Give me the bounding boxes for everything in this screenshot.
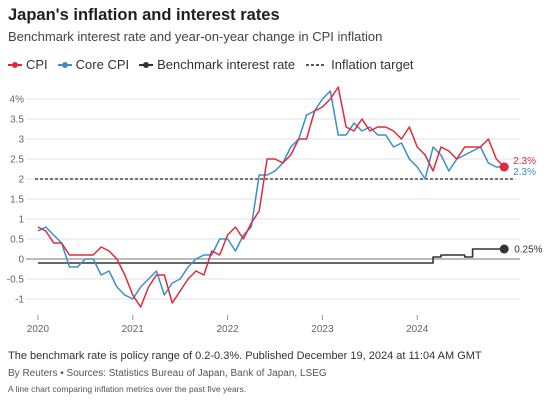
y-tick-label: 3.5 — [10, 115, 24, 126]
chart-title: Japan's inflation and interest rates — [8, 6, 280, 24]
end-label-rate: 0.25% — [514, 245, 542, 256]
series-line-rate — [37, 248, 505, 264]
y-tick-label: 1.5 — [10, 195, 24, 206]
end-label-core: 2.3% — [513, 167, 536, 178]
legend-item-target: Inflation target — [305, 57, 414, 72]
series-line-cpi — [37, 86, 505, 308]
credit-line: By Reuters • Sources: Statistics Bureau … — [8, 368, 327, 379]
y-tick-label: 1 — [18, 215, 24, 226]
legend-item-rate: Benchmark interest rate — [139, 57, 295, 72]
legend-item-cpi: CPI — [8, 57, 48, 72]
legend-item-core: Core CPI — [57, 57, 130, 72]
legend-label-cpi: CPI — [26, 57, 48, 72]
series-line-core — [37, 90, 505, 300]
y-tick-label: 4% — [10, 95, 25, 106]
end-label-cpi: 2.3% — [513, 156, 536, 167]
y-tick-label: 2.5 — [10, 155, 24, 166]
x-tick-label: 2020 — [27, 324, 50, 335]
series-end-marker-rate — [499, 244, 509, 254]
legend-label-rate: Benchmark interest rate — [157, 57, 296, 72]
legend-label-target: Inflation target — [331, 57, 414, 72]
y-tick-label: 3 — [18, 135, 24, 146]
legend-swatch-target — [306, 63, 327, 66]
legend: CPI Core CPI Benchmark interest rate Inf… — [8, 57, 424, 72]
footnote: The benchmark rate is policy range of 0.… — [8, 350, 482, 362]
y-tick-label: -0.5 — [7, 275, 25, 286]
y-tick-label: -1 — [15, 295, 24, 306]
y-tick-label: 2 — [18, 175, 24, 186]
series-end-marker-cpi — [499, 162, 509, 172]
y-tick-label: 0.5 — [10, 235, 24, 246]
chart-subtitle: Benchmark interest rate and year-on-year… — [8, 29, 383, 44]
x-tick-label: 2024 — [406, 324, 429, 335]
legend-swatch-cpi — [8, 61, 22, 68]
x-tick-label: 2022 — [216, 324, 239, 335]
line-chart: -1 -0.5 0 0.5 1 1.5 2 2.5 3 3.5 4% 2020 2021 2022 2023… — [7, 86, 543, 335]
legend-swatch-rate — [139, 61, 154, 68]
y-tick-label: 0 — [18, 255, 24, 266]
x-tick-label: 2021 — [122, 324, 145, 335]
x-tick-label: 2023 — [311, 324, 334, 335]
legend-label-core: Core CPI — [75, 57, 130, 72]
alt-description: A line chart comparing inflation metrics… — [8, 384, 247, 394]
legend-swatch-core — [57, 61, 72, 68]
